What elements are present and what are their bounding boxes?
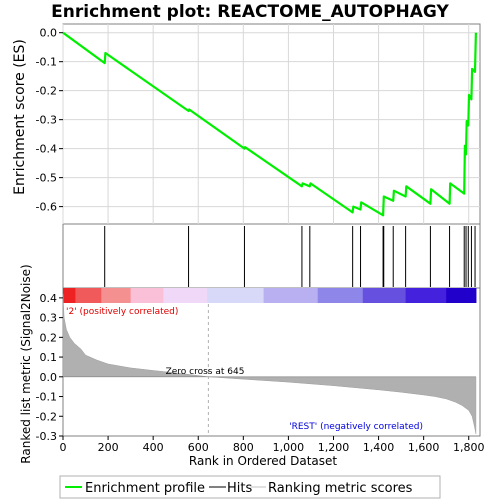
rank-color-segment [446,288,467,303]
hits-panel-frame [62,223,481,289]
rank-color-segment [466,288,477,303]
chart-title: Enrichment plot: REACTOME_AUTOPHAGY [51,2,449,22]
rank-color-segment [101,288,132,303]
ranking-metric-area [62,293,477,435]
x-tick-label: 200 [98,441,119,454]
es-tick-label: -0.4 [36,143,57,156]
metric-tick-label: -0.1 [36,391,57,404]
es-tick-label: 0.0 [40,27,58,40]
rank-color-segment [63,288,76,303]
es-tick-label: -0.2 [36,85,57,98]
metric-tick-label: 0.3 [40,312,58,325]
x-tick-label: 1,000 [273,441,305,454]
metric-axis-ticks: 0.4 0.3 0.2 0.1 0.0 -0.1 -0.2 -0.3 [36,292,63,443]
es-tick-label: -0.3 [36,114,57,127]
es-axis-label: Enrichment score (ES) [12,39,28,195]
rank-color-segment [75,288,102,303]
legend-label-enrichment: Enrichment profile [85,481,205,496]
metric-tick-label: -0.3 [36,430,57,443]
rank-color-segment [163,288,208,303]
es-tick-label: -0.5 [36,172,57,185]
rank-color-bar [63,288,477,303]
metric-tick-label: 0.4 [40,292,58,305]
metric-tick-label: 0.1 [40,351,58,364]
x-tick-label: 1,400 [363,441,395,454]
x-tick-label: 600 [188,441,209,454]
metric-tick-label: -0.2 [36,410,57,423]
rank-color-segment [362,288,407,303]
x-tick-label: 1,600 [408,441,440,454]
negative-correlation-label: 'REST' (negatively correlated) [289,422,423,432]
rank-color-segment [405,288,447,303]
metric-tick-label: 0.2 [40,331,58,344]
legend-label-hits: Hits [227,481,252,496]
rank-color-segment [317,288,364,303]
es-axis-ticks: 0.0 -0.1 -0.2 -0.3 -0.4 -0.5 -0.6 [36,27,63,214]
rank-color-segment [130,288,164,303]
ranking-metric-fill [62,293,477,435]
es-tick-label: -0.1 [36,56,57,69]
es-gridlines [62,24,480,224]
metric-axis-label: Ranked list metric (Signal2Noise) [19,264,33,463]
es-tick-label: -0.6 [36,201,57,214]
rank-color-segment [207,288,265,303]
enrichment-profile-polyline [62,31,477,217]
hit-markers [104,226,476,287]
x-axis-label: Rank in Ordered Dataset [189,454,337,468]
zero-cross-label: Zero cross at 645 [166,367,245,377]
metric-tick-label: 0.0 [40,371,58,384]
x-tick-label: 400 [143,441,164,454]
x-tick-label: 0 [60,441,67,454]
enrichment-profile-line [62,31,477,217]
x-tick-label: 1,800 [453,441,485,454]
rank-color-segment [263,288,319,303]
x-axis-ticks: 0 200 400 600 800 1,000 1,200 1,400 1,600 1,800 [60,436,485,454]
x-tick-label: 1,200 [318,441,350,454]
positive-correlation-label: '2' (positively correlated) [66,307,178,317]
x-tick-label: 800 [233,441,254,454]
legend-label-ranking: Ranking metric scores [268,481,413,496]
